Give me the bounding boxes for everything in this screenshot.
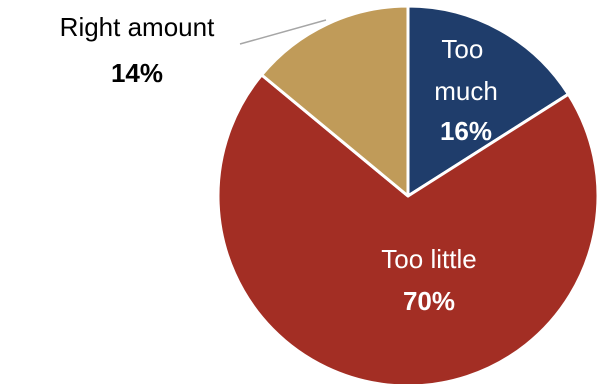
right-amount-leader-line [239,19,327,45]
slice-value-too-little: 70% [403,286,455,316]
slice-label-too-little: Too little [381,244,476,274]
slice-label-right-amount: Right amount [60,12,215,42]
slice-value-too-much: 16% [440,116,492,146]
slice-too-much [406,4,570,198]
pie-slices [216,4,600,384]
slice-value-right-amount: 14% [111,58,163,88]
slice-too-little [216,73,600,384]
slice-label-too-much: Too much [434,34,498,106]
slice-right-amount [260,4,410,198]
